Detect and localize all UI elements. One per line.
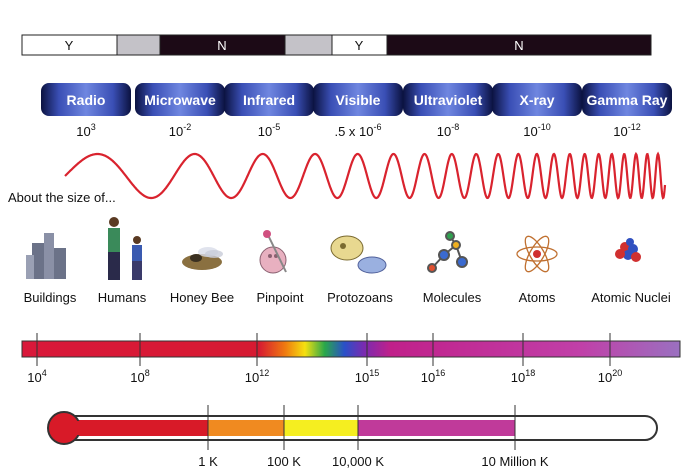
band-name: Ultraviolet: [414, 92, 483, 108]
wavelength-base: 10: [523, 124, 537, 139]
frequency-label-exponent: 15: [369, 368, 379, 378]
frequency-label: 1012: [245, 368, 269, 385]
wavelength-base: .5 x 10: [334, 124, 373, 139]
atmosphere-label: N: [514, 38, 523, 53]
wavelength: 103: [76, 122, 95, 139]
atmosphere-bar: [21, 34, 652, 56]
temperature-label: 100 K: [267, 454, 301, 469]
frequency-label-exponent: 4: [42, 368, 47, 378]
atmosphere-label: N: [217, 38, 226, 53]
temperature-label: 10 Million K: [481, 454, 549, 469]
wavelength-exponent: 3: [91, 122, 96, 132]
wavelength: 10-2: [169, 122, 191, 139]
temperature-label: 1 K: [198, 454, 218, 469]
band-name: Radio: [67, 92, 106, 108]
band-button: [224, 83, 314, 116]
size-label: About the size of...: [8, 190, 116, 205]
band-name: Microwave: [144, 92, 216, 108]
icons: [26, 217, 641, 280]
wavelength-exponent: -2: [183, 122, 191, 132]
wavelength: 10-12: [613, 122, 640, 139]
object-label: Molecules: [423, 290, 482, 305]
frequency-label: 1016: [421, 368, 445, 385]
wavelength-exponent: -6: [374, 122, 382, 132]
band-button: [41, 83, 131, 116]
wavelength-base: 10: [613, 124, 627, 139]
frequency-label-exponent: 16: [435, 368, 445, 378]
wavelength-exponent: -10: [538, 122, 551, 132]
wavelength-exponent: -12: [628, 122, 641, 132]
wavelength: 10-8: [437, 122, 459, 139]
frequency-label-exponent: 20: [612, 368, 622, 378]
object-label: Honey Bee: [170, 290, 234, 305]
frequency-label-base: 10: [511, 370, 525, 385]
wavelength-base: 10: [437, 124, 451, 139]
band-name: Infrared: [243, 92, 295, 108]
frequency-label: 1015: [355, 368, 379, 385]
frequency-label-base: 10: [355, 370, 369, 385]
wavelength-base: 10: [76, 124, 90, 139]
band-name: Gamma Ray: [587, 92, 668, 108]
object-label: Humans: [98, 290, 147, 305]
wavelength: 10-10: [523, 122, 550, 139]
object-label: Atoms: [519, 290, 556, 305]
temperature-label: 10,000 K: [332, 454, 384, 469]
frequency-label-base: 10: [27, 370, 41, 385]
band-button: [582, 83, 672, 116]
wavelength-exponent: -8: [451, 122, 459, 132]
band-button: [492, 83, 582, 116]
thermometer: [47, 411, 658, 445]
frequency-label: 104: [27, 368, 46, 385]
atmosphere-label: Y: [355, 38, 364, 53]
wavelength: 10-5: [258, 122, 280, 139]
frequency-label-base: 10: [130, 370, 144, 385]
atmosphere-label: Y: [65, 38, 74, 53]
band-button: [313, 83, 403, 116]
frequency-label-base: 10: [421, 370, 435, 385]
frequency-bar: [21, 340, 681, 358]
object-label: Protozoans: [327, 290, 393, 305]
frequency-label-base: 10: [598, 370, 612, 385]
band-button: [403, 83, 493, 116]
frequency-label-exponent: 18: [525, 368, 535, 378]
frequency-label: 108: [130, 368, 149, 385]
frequency-label: 1018: [511, 368, 535, 385]
object-label: Pinpoint: [257, 290, 304, 305]
band-button: [135, 83, 225, 116]
band-name: X-ray: [519, 92, 554, 108]
frequency-label-base: 10: [245, 370, 259, 385]
wavelength: .5 x 10-6: [334, 122, 381, 139]
object-label: Atomic Nuclei: [591, 290, 671, 305]
frequency-label: 1020: [598, 368, 622, 385]
wavelength-exponent: -5: [272, 122, 280, 132]
wave: [64, 151, 667, 200]
frequency-label-exponent: 12: [259, 368, 269, 378]
wavelength-base: 10: [258, 124, 272, 139]
wavelength-base: 10: [169, 124, 183, 139]
frequency-label-exponent: 8: [145, 368, 150, 378]
band-name: Visible: [336, 92, 381, 108]
object-label: Buildings: [24, 290, 77, 305]
